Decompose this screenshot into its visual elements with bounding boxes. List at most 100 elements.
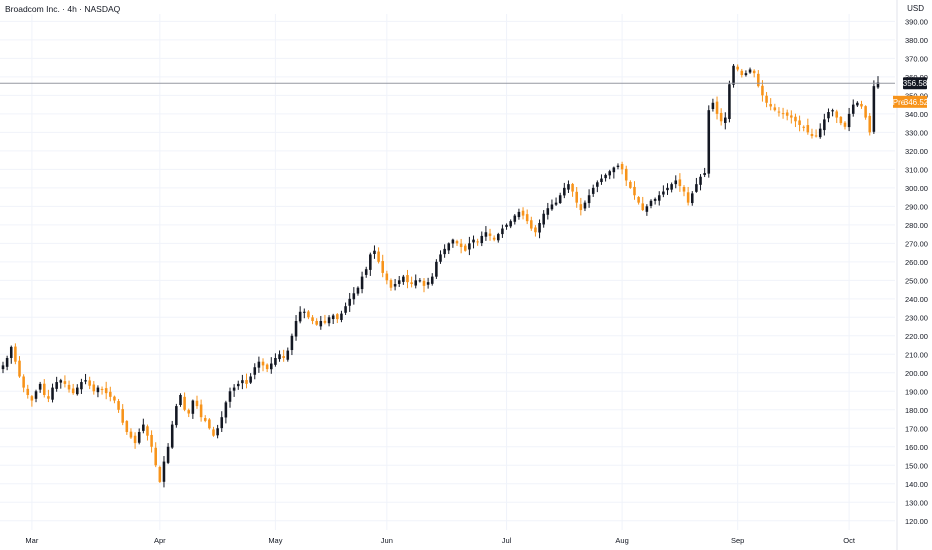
candle-body	[839, 116, 843, 124]
candle-body	[851, 104, 855, 114]
candle-body	[484, 232, 488, 237]
candle-body	[447, 243, 451, 251]
candle-body	[381, 261, 384, 273]
y-tick-label: 190.00	[905, 387, 928, 396]
chart-grid	[0, 0, 898, 550]
candle-body	[208, 419, 211, 429]
candle-body	[711, 102, 715, 110]
y-tick-label: 170.00	[905, 424, 928, 433]
candle-body	[5, 358, 9, 367]
candle-body	[649, 200, 653, 206]
candle-body	[769, 104, 772, 107]
candle-body	[203, 418, 207, 421]
candle-body	[757, 73, 760, 87]
candle-body	[472, 239, 475, 243]
candle-body	[245, 380, 248, 384]
y-tick-label: 230.00	[905, 313, 928, 322]
price-axis[interactable]: 120.00 130.00 140.00 150.00 160.00 170.00 180.…	[905, 17, 928, 525]
candle-body	[517, 211, 521, 218]
y-tick-label: 370.00	[905, 54, 928, 63]
candle-body	[133, 435, 137, 444]
candle-body	[732, 65, 735, 85]
candle-body	[823, 119, 826, 131]
last-price-tag: 356.58	[903, 77, 928, 90]
candle-body	[843, 122, 847, 127]
candle-body	[674, 180, 678, 185]
candle-body	[567, 184, 570, 190]
x-tick-label: May	[268, 536, 282, 545]
candle-body	[14, 346, 17, 362]
candle-body	[476, 241, 479, 243]
candle-body	[810, 134, 814, 137]
candle-body	[637, 197, 640, 203]
candle-body	[34, 391, 38, 399]
candle-body	[269, 363, 273, 370]
x-tick-label: Aug	[615, 536, 628, 545]
candle-body	[563, 187, 566, 196]
candle-body	[600, 178, 603, 183]
candle-body	[183, 396, 186, 410]
y-tick-label: 250.00	[905, 276, 928, 285]
y-tick-label: 390.00	[905, 17, 928, 26]
candle-body	[645, 206, 649, 212]
candle-body	[38, 383, 42, 390]
premarket-tag-bg	[905, 95, 927, 108]
last-price-tag-bg	[903, 77, 927, 90]
candle-body	[794, 116, 797, 122]
candle-body	[666, 187, 669, 191]
candle-body	[80, 382, 83, 390]
candle-body	[480, 235, 484, 244]
candle-body	[831, 110, 834, 112]
candle-body	[410, 282, 413, 285]
candle-body	[505, 224, 508, 227]
candle-body	[455, 241, 459, 244]
candle-body	[319, 321, 323, 327]
candle-body	[265, 364, 269, 370]
candle-body	[686, 192, 690, 203]
candle-body	[59, 380, 63, 383]
candle-body	[682, 187, 686, 192]
candle-body	[71, 388, 75, 394]
candle-body	[699, 176, 702, 185]
candle-body	[719, 112, 723, 122]
time-axis[interactable]: Mar Apr May Jun Jul Aug Sep Oct	[25, 536, 855, 545]
candle-body	[364, 269, 368, 275]
candle-body	[253, 367, 257, 375]
candle-body	[373, 250, 376, 254]
candle-body	[261, 361, 265, 366]
candle-body	[125, 421, 129, 432]
y-tick-label: 270.00	[905, 239, 928, 248]
candle-body	[451, 239, 455, 244]
candle-body	[662, 191, 665, 195]
x-tick-label: Oct	[843, 536, 856, 545]
y-tick-label: 380.00	[905, 36, 928, 45]
candle-body	[571, 183, 574, 192]
x-tick-label: Jun	[381, 536, 393, 545]
y-tick-label: 320.00	[905, 147, 928, 156]
candle-body	[150, 434, 153, 447]
y-tick-label: 220.00	[905, 332, 928, 341]
candle-body	[765, 95, 768, 103]
candle-body	[76, 387, 79, 395]
candle-body	[360, 276, 364, 290]
candle-body	[303, 311, 306, 313]
candle-body	[228, 391, 232, 402]
candle-body	[620, 163, 624, 170]
candle-body	[331, 315, 335, 320]
candle-body	[521, 210, 525, 216]
candle-body	[274, 358, 277, 365]
y-tick-label: 180.00	[905, 406, 928, 415]
candle-body	[538, 222, 541, 233]
candle-body	[744, 73, 748, 76]
candle-body	[100, 388, 104, 390]
last-price-value: 356.58	[903, 79, 928, 88]
candle-body	[414, 280, 418, 286]
candle-body	[22, 376, 25, 388]
candle-body	[488, 233, 492, 236]
candle-body	[236, 383, 240, 387]
candle-body	[728, 84, 731, 119]
candle-body	[158, 466, 162, 482]
